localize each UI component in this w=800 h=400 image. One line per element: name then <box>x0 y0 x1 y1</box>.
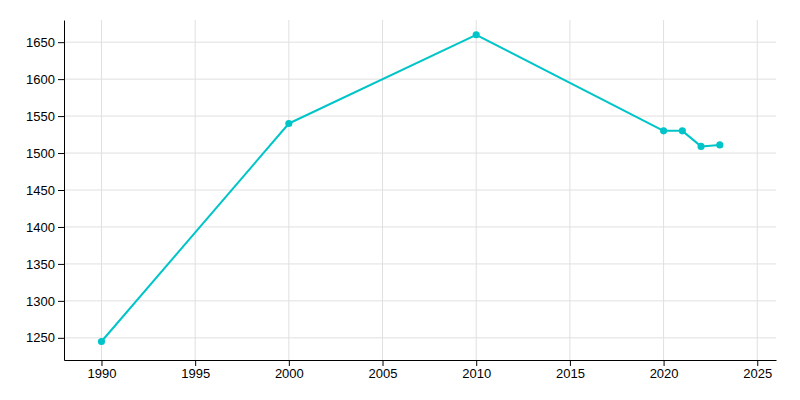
tick-mark <box>570 360 571 366</box>
tick-mark <box>58 264 64 265</box>
grid-line <box>64 42 776 43</box>
tick: 1550 <box>26 109 64 124</box>
tick-label: 1400 <box>26 220 55 235</box>
point <box>697 143 704 150</box>
tick: 1250 <box>26 330 64 345</box>
point <box>716 141 723 148</box>
point <box>660 127 667 134</box>
point <box>473 31 480 38</box>
tick-label: 1500 <box>26 146 55 161</box>
tick-mark <box>58 42 64 43</box>
tick-label: 2005 <box>369 366 398 381</box>
tick-label: 1550 <box>26 109 55 124</box>
tick: 1400 <box>26 220 64 235</box>
tick-mark <box>58 153 64 154</box>
tick-label: 2010 <box>462 366 491 381</box>
tick: 2000 <box>275 360 304 381</box>
x-axis: 1990 1995 2000 2005 2010 2015 2020 2025 <box>65 360 777 381</box>
tick: 1650 <box>26 35 64 50</box>
tick: 2005 <box>369 360 398 381</box>
tick-label: 1450 <box>26 183 55 198</box>
tick-label: 2015 <box>556 366 585 381</box>
tick-mark <box>58 227 64 228</box>
y-axis: 1250 1300 1350 1400 1450 1500 1550 1600 1650 <box>26 21 64 361</box>
grid-line <box>64 190 776 191</box>
grid-line <box>64 337 776 338</box>
tick-label: 1300 <box>26 294 55 309</box>
tick-label: 1995 <box>181 366 210 381</box>
point <box>679 127 686 134</box>
grid-line <box>64 153 776 154</box>
tick-label: 1990 <box>88 366 117 381</box>
tick: 2020 <box>650 360 679 381</box>
tick-mark <box>195 360 196 366</box>
tick-mark <box>289 360 290 366</box>
tick-mark <box>58 116 64 117</box>
tick-label: 1250 <box>26 330 55 345</box>
tick-label: 2025 <box>743 366 772 381</box>
tick-label: 2020 <box>650 366 679 381</box>
tick-mark <box>58 338 64 339</box>
tick-mark <box>664 360 665 366</box>
marks <box>98 31 723 345</box>
grid-line <box>64 226 776 227</box>
point <box>98 338 105 345</box>
tick: 1450 <box>26 183 64 198</box>
line <box>101 35 719 342</box>
tick-mark <box>476 360 477 366</box>
tick: 1995 <box>181 360 210 381</box>
tick-label: 1350 <box>26 257 55 272</box>
point <box>285 120 292 127</box>
axis-line <box>65 360 777 361</box>
plot: 1990 1995 2000 2005 2010 2015 2020 2025 1250 1300… <box>26 20 776 381</box>
chart: 1990 1995 2000 2005 2010 2015 2020 2025 1250 1300… <box>0 0 800 400</box>
tick-mark <box>757 360 758 366</box>
tick-mark <box>58 79 64 80</box>
tick-label: 1650 <box>26 35 55 50</box>
grid-line <box>64 263 776 264</box>
tick-mark <box>383 360 384 366</box>
tick-mark <box>58 190 64 191</box>
tick-label: 2000 <box>275 366 304 381</box>
grid-line <box>64 79 776 80</box>
tick: 1300 <box>26 294 64 309</box>
axis-line <box>64 21 65 361</box>
tick: 1500 <box>26 146 64 161</box>
tick: 1990 <box>88 360 117 381</box>
tick-mark <box>58 301 64 302</box>
tick: 1350 <box>26 257 64 272</box>
tick: 1600 <box>26 72 64 87</box>
tick-label: 1600 <box>26 72 55 87</box>
grid-line <box>64 116 776 117</box>
grid <box>64 20 776 360</box>
tick: 2015 <box>556 360 585 381</box>
grid-line <box>64 300 776 301</box>
tick: 2025 <box>743 360 772 381</box>
tick: 2010 <box>462 360 491 381</box>
tick-mark <box>101 360 102 366</box>
